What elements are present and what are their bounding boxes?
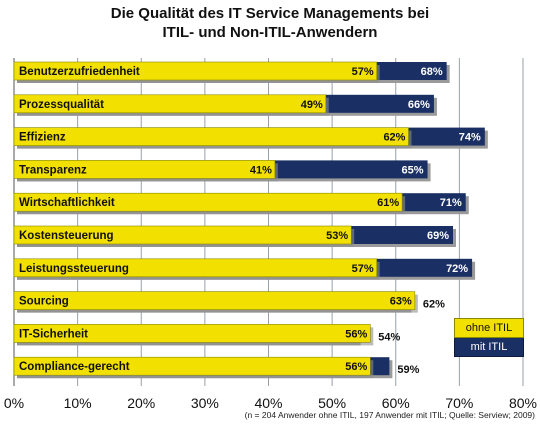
legend-entry-mit-itil: mit ITIL	[454, 338, 524, 357]
value-label-mit-itil: 62%	[423, 299, 445, 311]
bar-ohne-itil	[13, 94, 327, 114]
value-label-ohne-itil: 53%	[326, 230, 348, 242]
value-label-ohne-itil: 57%	[352, 263, 374, 275]
value-label-mit-itil: 74%	[459, 132, 481, 144]
bar-ohne-itil	[13, 258, 377, 278]
value-label-ohne-itil: 41%	[250, 164, 272, 176]
category-label: Leistungssteuerung	[19, 263, 129, 275]
title-line-2: ITIL- und Non-ITIL-Anwendern	[162, 24, 378, 41]
category-label: Prozessqualität	[19, 99, 104, 111]
value-label-mit-itil: 59%	[397, 364, 419, 376]
value-label-ohne-itil: 63%	[390, 296, 412, 308]
bar-ohne-itil	[13, 225, 352, 245]
footnote: (n = 204 Anwender ohne ITIL, 197 Anwende…	[244, 410, 535, 420]
category-label: Kostensteuerung	[19, 230, 114, 242]
value-label-mit-itil: 69%	[427, 230, 449, 242]
x-tick-label: 20%	[127, 395, 155, 411]
bar-ohne-itil	[13, 160, 276, 179]
value-label-mit-itil: 71%	[440, 197, 462, 209]
value-label-ohne-itil: 56%	[345, 328, 367, 340]
bar-ohne-itil	[13, 291, 416, 310]
legend-entry-ohne-itil: ohne ITIL	[454, 318, 524, 338]
x-tick-label: 0%	[4, 395, 24, 411]
value-label-mit-itil: 68%	[421, 66, 443, 78]
bar-ohne-itil	[13, 324, 371, 343]
x-tick-label: 30%	[191, 395, 219, 411]
value-label-ohne-itil: 57%	[352, 66, 374, 78]
x-tick-label: 80%	[509, 395, 537, 411]
legend: ohne ITIL mit ITIL	[454, 318, 524, 357]
category-label: Wirtschaftlichkeit	[19, 197, 115, 209]
bar-ohne-itil	[13, 127, 409, 146]
x-tick-label: 50%	[318, 395, 346, 411]
bar-ohne-itil	[13, 356, 371, 376]
category-label: Transparenz	[19, 164, 87, 176]
bar-ohne-itil	[13, 61, 377, 81]
category-label: Benutzerzufriedenheit	[19, 66, 140, 78]
x-tick-label: 60%	[382, 395, 410, 411]
category-label: Effizienz	[19, 132, 66, 144]
value-label-ohne-itil: 61%	[377, 197, 399, 209]
category-label: Sourcing	[19, 296, 69, 308]
value-label-mit-itil: 54%	[378, 331, 400, 343]
category-label: IT-Sicherheit	[19, 328, 88, 340]
value-label-mit-itil: 65%	[402, 164, 424, 176]
x-tick-label: 70%	[445, 395, 473, 411]
value-label-ohne-itil: 62%	[383, 132, 405, 144]
bar-ohne-itil	[13, 192, 403, 212]
chart-title: Die Qualität des IT Service Managements …	[0, 4, 540, 42]
title-line-1: Die Qualität des IT Service Managements …	[110, 5, 430, 22]
x-tick-label: 10%	[64, 395, 92, 411]
value-label-mit-itil: 66%	[408, 99, 430, 111]
value-label-mit-itil: 72%	[446, 263, 468, 275]
value-label-ohne-itil: 49%	[301, 99, 323, 111]
value-label-ohne-itil: 56%	[345, 361, 367, 373]
category-label: Compliance-gerecht	[19, 361, 130, 373]
x-tick-label: 40%	[254, 395, 282, 411]
